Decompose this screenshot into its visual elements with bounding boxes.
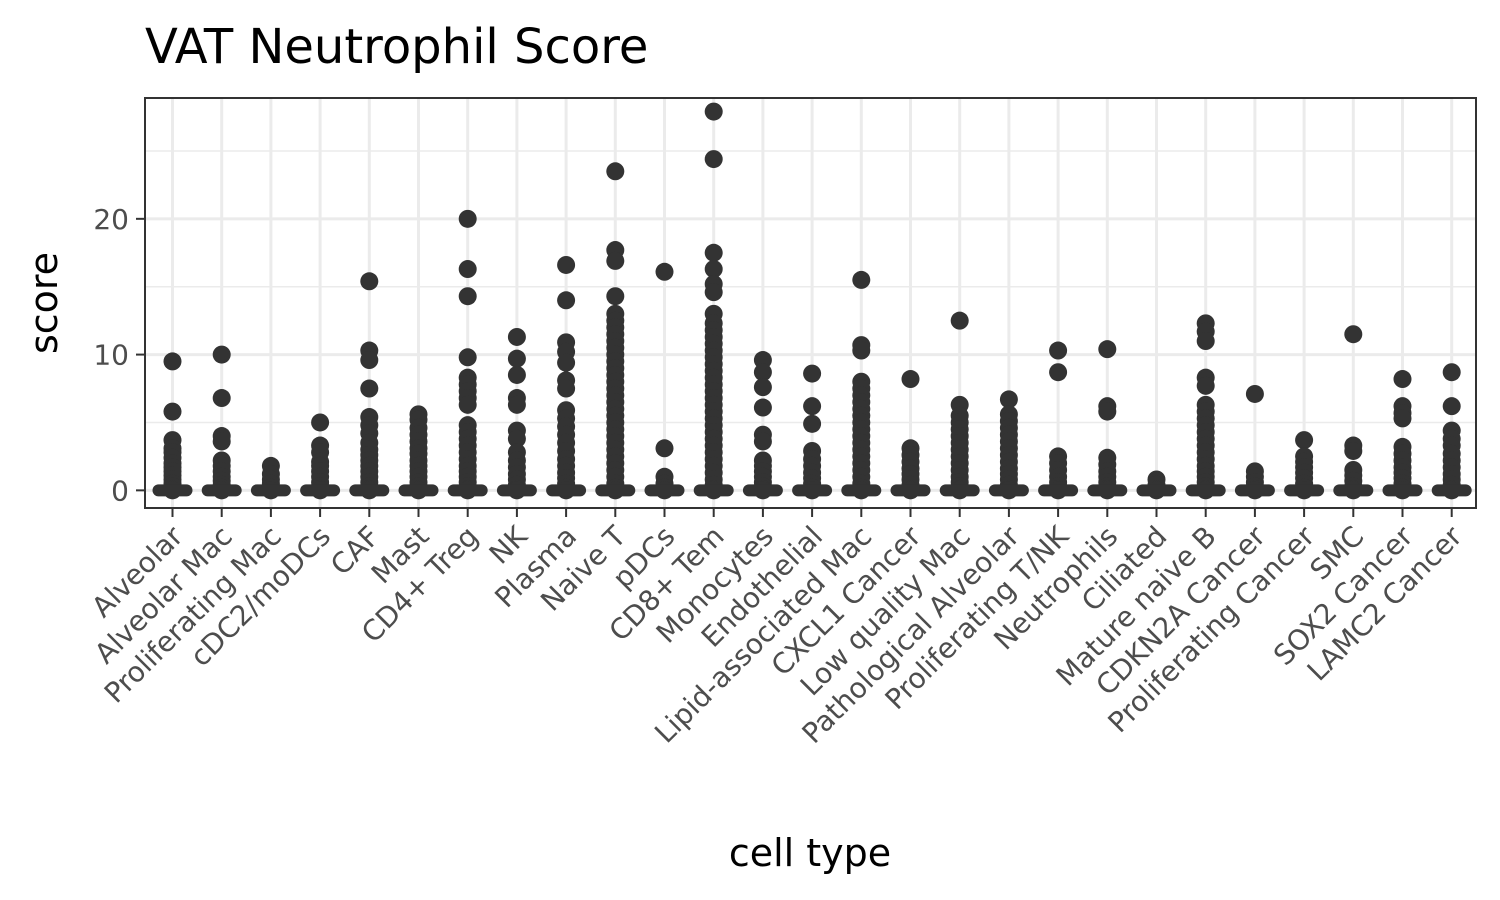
zero-point-cluster [152, 484, 193, 497]
zero-point-cluster [300, 484, 341, 497]
data-point [1049, 363, 1068, 382]
data-point [458, 287, 477, 306]
data-point [704, 260, 723, 279]
data-point [704, 150, 723, 169]
data-point [1393, 409, 1412, 428]
data-point [803, 414, 822, 433]
data-point [852, 270, 871, 289]
data-point [753, 363, 772, 382]
zero-point-cluster [349, 484, 390, 497]
data-point [458, 209, 477, 228]
data-point [1049, 341, 1068, 360]
y-tick-label: 0 [111, 474, 129, 507]
data-point [655, 262, 674, 281]
zero-point-cluster [1038, 484, 1079, 497]
data-point [852, 341, 871, 360]
zero-point-cluster [1333, 484, 1374, 497]
data-point [557, 291, 576, 310]
data-point [1245, 384, 1264, 403]
zero-point-cluster [546, 484, 587, 497]
data-point [606, 162, 625, 181]
data-point [606, 287, 625, 306]
data-point [360, 272, 379, 291]
data-point [507, 395, 526, 414]
data-point [557, 379, 576, 398]
zero-point-cluster [398, 484, 439, 497]
data-point [1098, 402, 1117, 421]
zero-point-cluster [841, 484, 882, 497]
zero-point-cluster [1185, 484, 1226, 497]
y-tick-label: 20 [93, 203, 129, 236]
data-point [1344, 441, 1363, 460]
zero-point-cluster [693, 484, 734, 497]
data-point [212, 432, 231, 451]
data-point [163, 402, 182, 421]
data-point [753, 378, 772, 397]
zero-point-cluster [250, 484, 291, 497]
zero-point-cluster [1284, 484, 1325, 497]
y-axis-title: score [22, 252, 66, 354]
data-point [557, 353, 576, 372]
chart-title: VAT Neutrophil Score [145, 19, 648, 75]
zero-point-cluster [939, 484, 980, 497]
data-point [1196, 376, 1215, 395]
data-point [212, 345, 231, 364]
data-point [1442, 363, 1461, 382]
data-point [655, 439, 674, 458]
data-point [950, 311, 969, 330]
data-point [704, 283, 723, 302]
y-tick-label: 10 [93, 339, 129, 372]
data-point [803, 397, 822, 416]
zero-point-cluster [1382, 484, 1423, 497]
data-point [360, 379, 379, 398]
data-point [1098, 340, 1117, 359]
data-point [753, 432, 772, 451]
data-point [1393, 370, 1412, 389]
zero-point-cluster [742, 484, 783, 497]
data-point [163, 352, 182, 371]
data-point [753, 398, 772, 417]
data-point [1196, 332, 1215, 351]
data-point [311, 413, 330, 432]
data-point [704, 243, 723, 262]
data-point [507, 327, 526, 346]
x-axis-title: cell type [729, 831, 891, 875]
data-point [1344, 325, 1363, 344]
data-point [507, 365, 526, 384]
data-point [1295, 431, 1314, 450]
zero-point-cluster [988, 484, 1029, 497]
data-point [360, 351, 379, 370]
data-point [704, 102, 723, 121]
data-point [606, 251, 625, 270]
data-point [507, 429, 526, 448]
data-point [458, 348, 477, 367]
data-point [458, 395, 477, 414]
data-point [803, 364, 822, 383]
data-point [212, 389, 231, 408]
panel-border [144, 97, 1477, 509]
data-point [507, 349, 526, 368]
data-point [999, 390, 1018, 409]
zero-point-cluster [1431, 484, 1472, 497]
data-point [557, 255, 576, 274]
zero-point-cluster [595, 484, 636, 497]
zero-point-cluster [644, 484, 685, 497]
data-points [152, 102, 1472, 500]
zero-point-cluster [496, 484, 537, 497]
zero-point-cluster [1234, 484, 1275, 497]
zero-point-cluster [890, 484, 931, 497]
data-point [901, 370, 920, 389]
zero-point-cluster [1136, 484, 1177, 497]
data-point [458, 260, 477, 279]
zero-point-cluster [792, 484, 833, 497]
zero-point-cluster [447, 484, 488, 497]
zero-point-cluster [1087, 484, 1128, 497]
zero-point-cluster [201, 484, 242, 497]
data-point [1442, 397, 1461, 416]
